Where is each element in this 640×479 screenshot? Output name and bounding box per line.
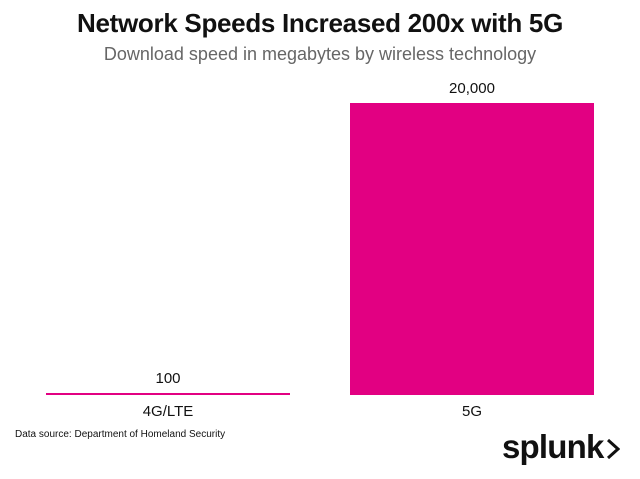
category-label: 5G bbox=[462, 403, 482, 420]
data-source-note: Data source: Department of Homeland Secu… bbox=[15, 429, 226, 440]
data-label: 20,000 bbox=[449, 80, 495, 97]
brand-wordmark: splunk bbox=[502, 428, 604, 465]
data-label: 100 bbox=[155, 370, 180, 387]
chart-title: Network Speeds Increased 200x with 5G bbox=[77, 8, 563, 38]
chevron-right-icon bbox=[606, 439, 620, 460]
category-label: 4G/LTE bbox=[143, 403, 194, 420]
chart-subtitle: Download speed in megabytes by wireless … bbox=[103, 44, 537, 64]
bar-5g bbox=[350, 103, 594, 395]
bar-4g-lte bbox=[46, 393, 290, 395]
brand-logo: splunk bbox=[502, 427, 620, 467]
